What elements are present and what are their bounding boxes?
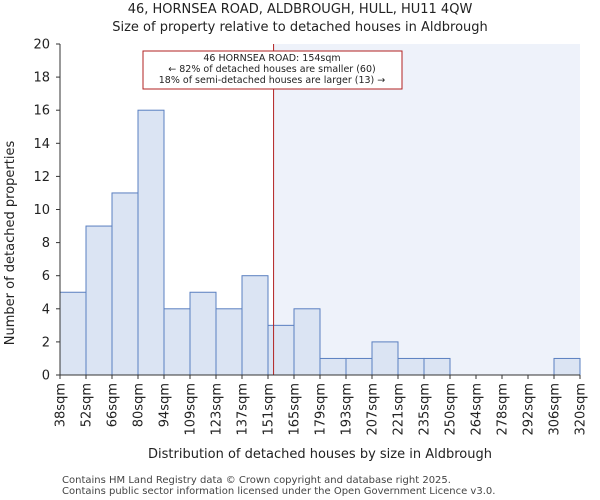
y-tick-label: 4 [42,302,50,317]
annotation-line-3: 18% of semi-detached houses are larger (… [159,75,386,86]
y-axis-label: Number of detached properties [3,141,18,346]
x-tick-label: 137sqm [236,383,251,436]
footer-line-1: Contains HM Land Registry data © Crown c… [62,475,451,486]
chart-subtitle: Size of property relative to detached ho… [112,20,488,35]
histogram-bar [85,225,113,376]
y-tick-label: 6 [42,269,50,284]
y-tick-label: 16 [33,104,50,119]
chart-title: 46, HORNSEA ROAD, ALDBROUGH, HULL, HU11 … [128,2,473,17]
footer-line-2: Contains public sector information licen… [62,486,495,497]
y-tick-label: 8 [42,236,50,251]
histogram-bar [371,341,399,376]
histogram-bar [319,357,347,376]
histogram-bar [553,357,581,376]
x-tick-label: 38sqm [54,383,69,427]
x-tick-label: 52sqm [80,383,95,427]
histogram-bar [137,109,165,376]
y-axis-ticks: 0 2 4 6 8 10 12 14 16 18 20 [33,38,60,384]
x-tick-label: 94sqm [158,383,173,427]
histogram-bar [189,291,217,376]
y-tick-label: 10 [33,203,50,218]
x-tick-label: 151sqm [262,383,277,436]
x-tick-label: 250sqm [444,383,459,436]
histogram-bar [345,357,373,376]
histogram-bar [163,308,191,376]
annotation-line-1: 46 HORNSEA ROAD: 154sqm [203,53,340,64]
histogram-bar [59,291,87,376]
highlight-region [273,44,580,375]
x-tick-label: 179sqm [314,383,329,436]
annotation-line-2: ← 82% of detached houses are smaller (60… [168,64,375,75]
annotation-border [142,50,403,90]
histogram-bar [215,308,243,376]
x-axis-ticks: 38sqm 52sqm 66sqm 80sqm 94sqm 109sqm 123sqm 137… [54,375,589,436]
y-tick-label: 2 [42,335,50,350]
bars-group [59,109,581,376]
y-tick-label: 12 [33,170,50,185]
x-axis-label: Distribution of detached houses by size … [148,447,492,462]
histogram-bar [111,192,139,376]
x-tick-label: 264sqm [470,383,485,436]
y-tick-label: 14 [33,137,50,152]
x-tick-label: 320sqm [574,383,589,436]
x-tick-label: 207sqm [366,383,381,436]
axes-frame [59,44,580,376]
histogram-bar [397,357,425,376]
histogram-bar [423,357,451,376]
histogram-bar [293,308,321,376]
x-tick-label: 235sqm [418,383,433,436]
x-tick-label: 80sqm [132,383,147,427]
x-tick-label: 221sqm [392,383,407,436]
x-tick-label: 292sqm [522,383,537,436]
histogram-bar [267,324,295,376]
x-tick-label: 123sqm [210,383,225,436]
histogram-bar [241,275,269,376]
x-tick-label: 278sqm [496,383,511,436]
y-tick-label: 0 [42,369,50,384]
y-tick-label: 18 [33,71,50,86]
y-tick-label: 20 [33,38,50,53]
x-tick-label: 66sqm [106,383,121,427]
x-tick-label: 306sqm [548,383,563,436]
x-tick-label: 165sqm [288,383,303,436]
annotation-box: 46 HORNSEA ROAD: 154sqm ← 82% of detache… [142,50,403,90]
x-tick-label: 193sqm [340,383,355,436]
x-tick-label: 109sqm [184,383,199,436]
